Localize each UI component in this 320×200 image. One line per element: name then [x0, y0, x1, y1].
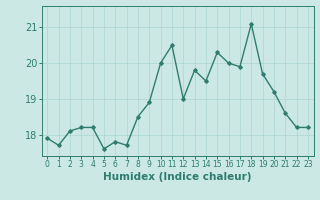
X-axis label: Humidex (Indice chaleur): Humidex (Indice chaleur) — [103, 172, 252, 182]
